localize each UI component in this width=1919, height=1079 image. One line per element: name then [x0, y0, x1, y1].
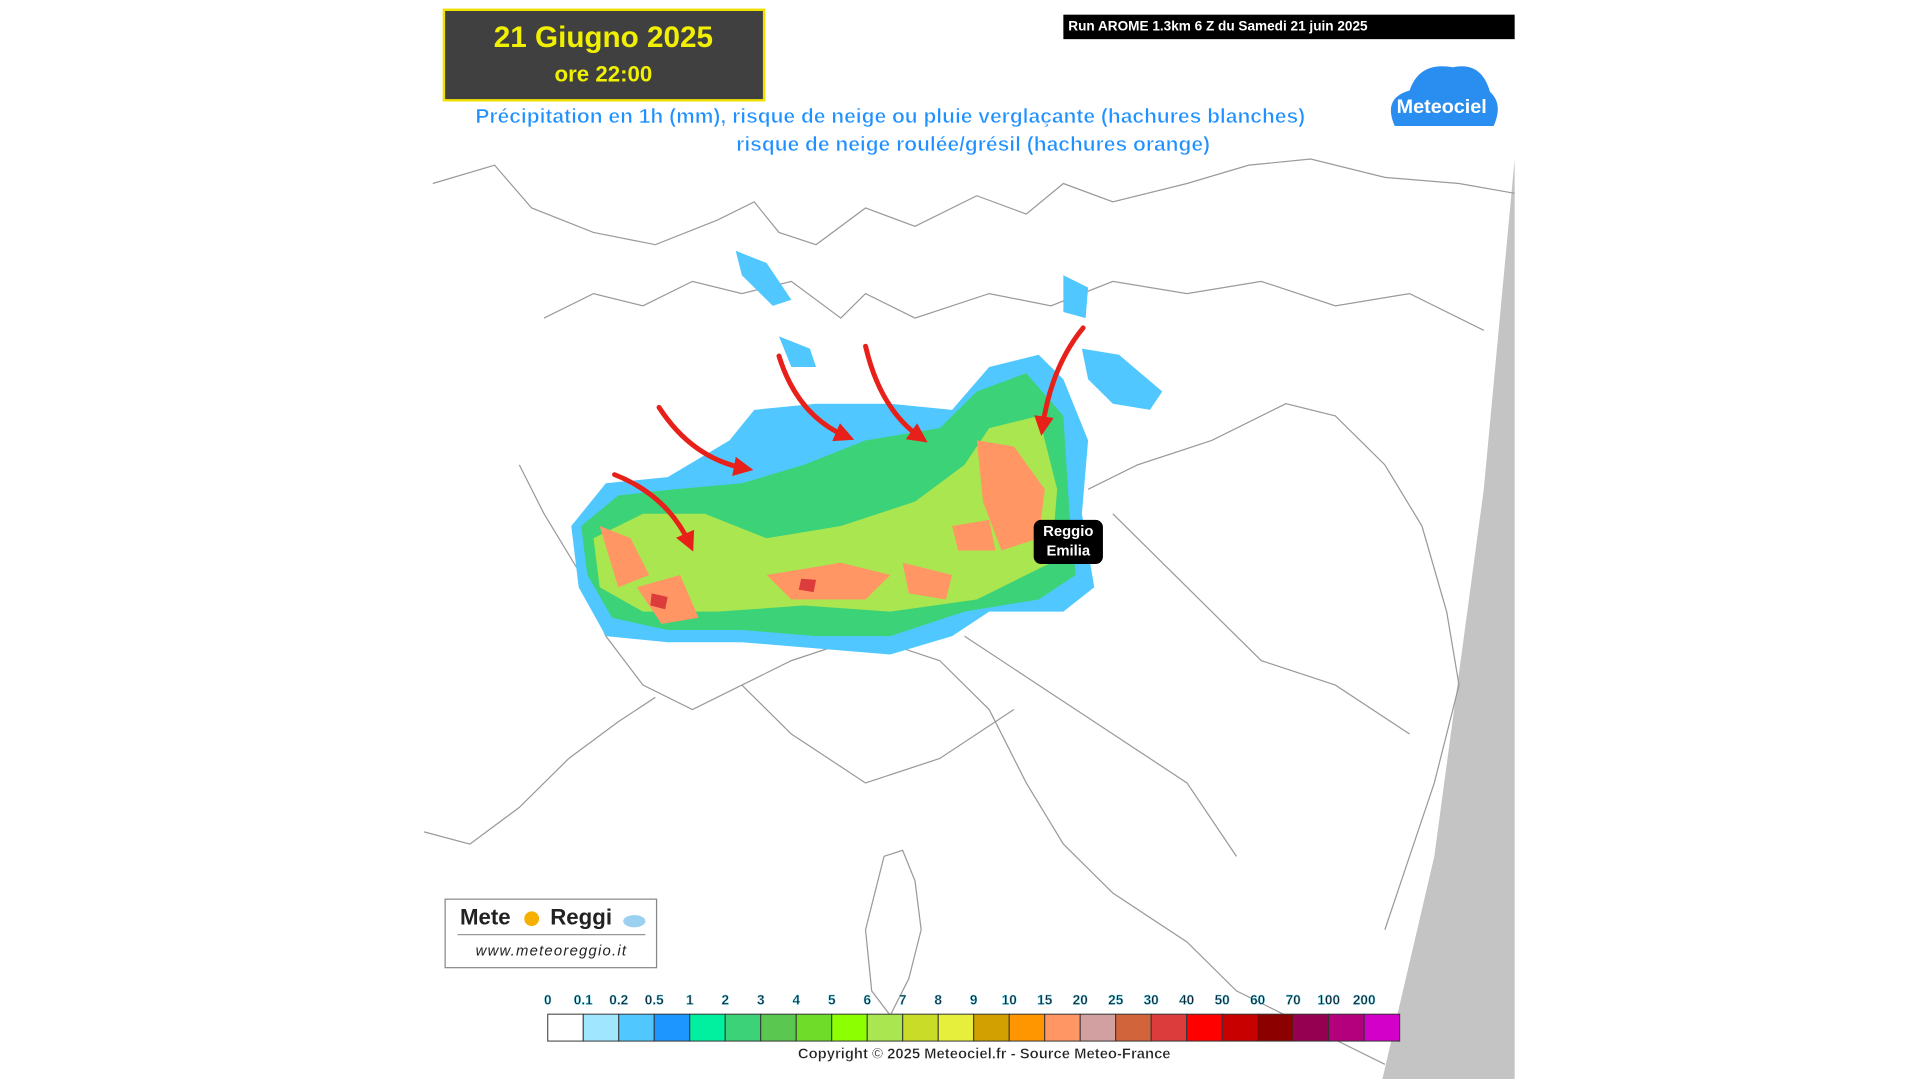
site-logo: Mete Reggi www.meteoreggio.it — [444, 898, 658, 969]
legend-label: 40 — [1179, 992, 1194, 1007]
legend-label: 10 — [1002, 992, 1017, 1007]
legend-label: 200 — [1353, 992, 1376, 1007]
country-border — [543, 280, 1485, 331]
precipitation — [571, 250, 1163, 655]
logo-text: Mete — [460, 905, 511, 930]
legend-label: 70 — [1286, 992, 1301, 1007]
legend-label: 100 — [1317, 992, 1340, 1007]
legend-swatch — [1363, 1013, 1401, 1042]
legend-label: 50 — [1215, 992, 1230, 1007]
brand-name: Meteociel — [1397, 96, 1487, 118]
legend-swatch — [795, 1013, 833, 1042]
legend: 0 0.1 0.2 0.5 1 2 3 4 5 6 7 8 9 10 15 20 25 30 40 50 60 70 100… — [544, 992, 1401, 1042]
legend-swatch — [760, 1013, 797, 1042]
legend-swatch — [1257, 1013, 1294, 1042]
precip-area — [593, 415, 1058, 612]
copyright: Copyright © 2025 Meteociel.fr - Source M… — [798, 1046, 1171, 1062]
legend-label: 0.1 — [574, 992, 593, 1007]
legend-label: 30 — [1144, 992, 1159, 1007]
city-label-background — [1033, 519, 1103, 564]
precip-area — [735, 250, 1163, 410]
time-subtitle: ore 22:00 — [555, 62, 653, 87]
legend-label: 8 — [934, 992, 942, 1007]
arrows — [612, 325, 1086, 552]
arrow — [863, 343, 928, 443]
title-background — [442, 8, 766, 102]
legend-label: 1 — [686, 992, 694, 1007]
island — [864, 849, 922, 1017]
legend-swatch — [689, 1013, 726, 1042]
brand-cloud — [1390, 66, 1498, 127]
coast — [423, 696, 656, 845]
legend-label: 9 — [970, 992, 978, 1007]
logo-text: Reggi — [550, 905, 612, 930]
legend-label: 60 — [1250, 992, 1265, 1007]
legend-label: 2 — [721, 992, 729, 1007]
sea-band — [1382, 159, 1515, 1079]
region-border — [741, 513, 1410, 857]
legend-swatch — [724, 1013, 762, 1042]
country-border — [432, 158, 1515, 246]
brand-logo: Meteociel — [1390, 66, 1498, 127]
legend-swatch — [653, 1013, 691, 1042]
legend-label: 5 — [828, 992, 836, 1007]
legend-label: 3 — [757, 992, 765, 1007]
legend-swatch — [1008, 1013, 1046, 1042]
run-info: Run AROME 1.3km 6 Z du Samedi 21 juin 20… — [1068, 19, 1368, 34]
arrow — [1034, 325, 1086, 436]
legend-label: 4 — [792, 992, 800, 1007]
legend-label: 20 — [1073, 992, 1088, 1007]
legend-swatch — [973, 1013, 1010, 1042]
arrow — [612, 472, 695, 552]
legend-swatch — [547, 1013, 584, 1042]
logo-box — [444, 898, 658, 969]
legend-swatch — [1328, 1013, 1365, 1042]
legend-label: 7 — [899, 992, 907, 1007]
city-label: Reggio — [1043, 524, 1093, 540]
legend-swatch — [1115, 1013, 1152, 1042]
city-label: Emilia — [1046, 544, 1090, 560]
legend-label: 15 — [1037, 992, 1053, 1007]
legend-swatch — [866, 1013, 904, 1042]
legend-swatch — [902, 1013, 939, 1042]
logo-url: www.meteoreggio.it — [476, 944, 628, 960]
city-marker: Reggio Emilia — [1033, 519, 1103, 564]
legend-swatch — [1079, 1013, 1117, 1042]
coast — [1087, 403, 1460, 930]
map-title-line: risque de neige roulée/grésil (hachures … — [736, 133, 1210, 156]
legend-label: 6 — [863, 992, 871, 1007]
legend-swatch — [1044, 1013, 1081, 1042]
date-title: 21 Giugno 2025 — [494, 21, 713, 54]
title-box: 21 Giugno 2025 ore 22:00 — [442, 8, 766, 102]
arrow — [656, 404, 754, 477]
legend-swatch — [937, 1013, 975, 1042]
legend-swatch — [1186, 1013, 1223, 1042]
run-info-background — [1063, 14, 1515, 40]
legend-label: 0.5 — [645, 992, 664, 1007]
legend-swatch — [831, 1013, 868, 1042]
legend-label: 0 — [544, 992, 552, 1007]
legend-label: 25 — [1108, 992, 1124, 1007]
legend-label: 0.2 — [609, 992, 628, 1007]
legend-swatch — [1221, 1013, 1259, 1042]
legend-swatch — [1150, 1013, 1188, 1042]
legend-swatch — [618, 1013, 655, 1042]
arrow — [776, 353, 855, 442]
legend-swatch — [1292, 1013, 1330, 1042]
logo-cloud — [623, 915, 646, 928]
logo-sun — [524, 911, 540, 927]
legend-swatch — [582, 1013, 620, 1042]
precip-area — [599, 440, 1045, 624]
map-title-line: Précipitation en 1h (mm), risque de neig… — [475, 105, 1305, 128]
